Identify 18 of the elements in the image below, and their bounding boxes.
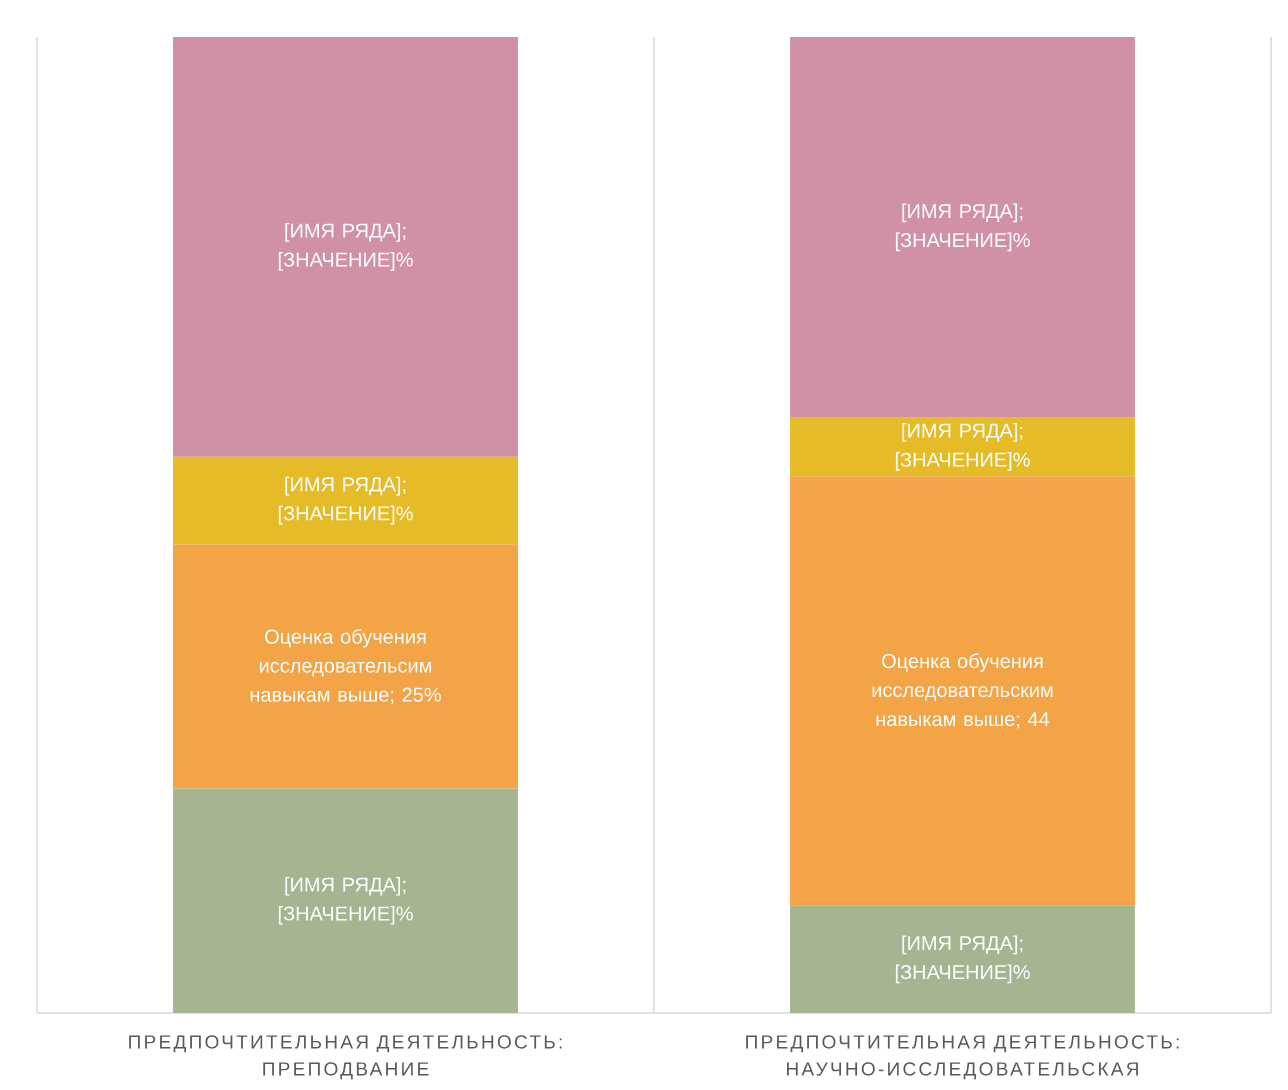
data-label: [ИМЯ РЯДА]; [ЗНАЧЕНИЕ]% — [895, 935, 1030, 984]
bar — [790, 905, 1135, 1013]
data-label: Оценка обучения исследовательским навыкам выше; 44 — [872, 653, 1053, 729]
x-tick-label: ПРЕДПОЧТИТЕЛЬНАЯ ДЕЯТЕЛЬНОСТЬ: НАУЧНО-ИССЛЕДОВАТЕЛЬСКАЯ — [746, 1035, 1179, 1080]
data-label: [ИМЯ РЯДА]; [ЗНАЧЕНИЕ]% — [278, 876, 413, 925]
bar — [790, 36, 1135, 418]
data-label: [ИМЯ РЯДА]; [ЗНАЧЕНИЕ]% — [278, 476, 413, 525]
bar — [173, 544, 518, 789]
bar — [790, 417, 1135, 477]
bar — [790, 476, 1135, 906]
data-label: [ИМЯ РЯДА]; [ЗНАЧЕНИЕ]% — [895, 203, 1030, 252]
bar — [173, 36, 518, 457]
x-tick-label: ПРЕДПОЧТИТЕЛЬНАЯ ДЕЯТЕЛЬНОСТЬ: ПРЕПОДВАНИЕ — [129, 1035, 562, 1080]
data-label: Оценка обучения исследовательсим навыкам выше; 25% — [250, 628, 441, 705]
data-label: [ИМЯ РЯДА]; [ЗНАЧЕНИЕ]% — [895, 423, 1030, 471]
data-label: [ИМЯ РЯДА]; [ЗНАЧЕНИЕ]% — [278, 223, 413, 271]
bar — [173, 456, 518, 545]
bar — [173, 788, 518, 1013]
